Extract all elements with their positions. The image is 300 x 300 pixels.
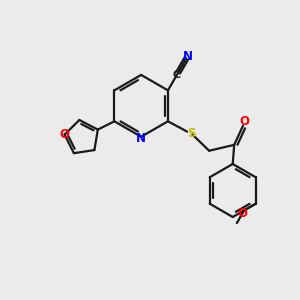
Text: O: O <box>60 128 70 141</box>
Text: C: C <box>173 70 181 80</box>
Text: O: O <box>239 115 250 128</box>
Text: S: S <box>187 127 195 140</box>
Text: O: O <box>238 207 248 220</box>
Text: N: N <box>183 50 193 63</box>
Text: N: N <box>136 132 146 145</box>
